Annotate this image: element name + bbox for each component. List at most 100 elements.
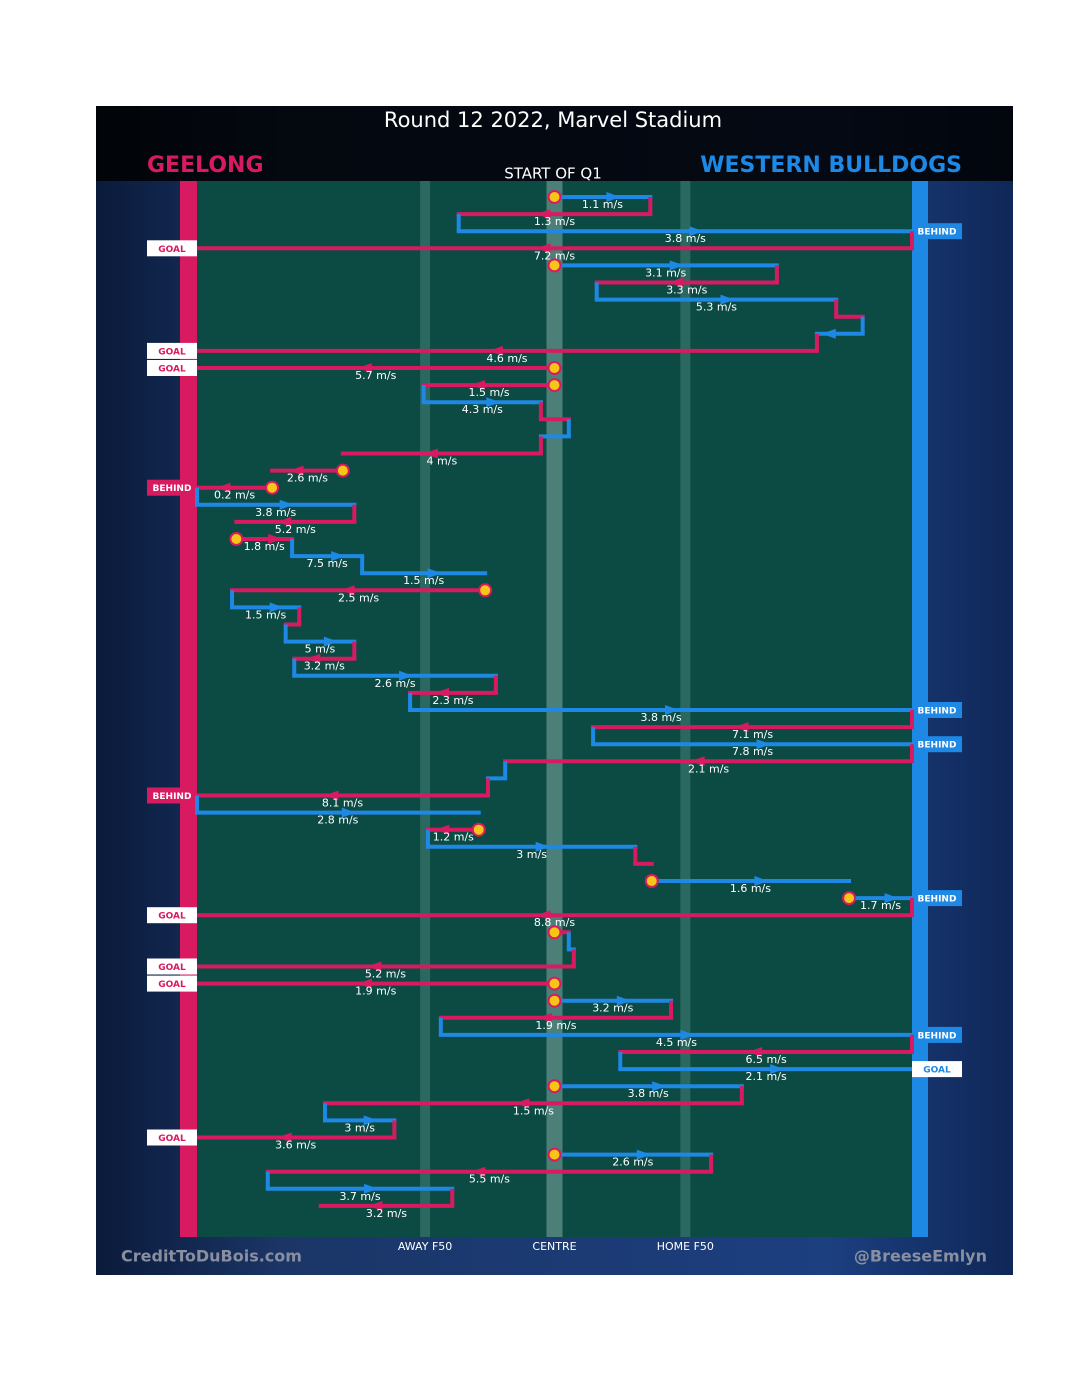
subtitle: START OF Q1: [504, 165, 602, 183]
stoppage: [547, 378, 562, 393]
arrow: [884, 893, 899, 904]
speed-label: 3.2 m/s: [304, 660, 345, 673]
speed-label: 2.6 m/s: [287, 472, 328, 485]
result-label: BEHIND: [153, 484, 192, 494]
result-box: [147, 958, 197, 975]
result-label: BEHIND: [153, 792, 192, 802]
arrow: [754, 876, 769, 886]
result-box: [147, 240, 197, 257]
stoppage: [478, 583, 493, 598]
speed-label: 1.2 m/s: [433, 831, 474, 844]
result-label: GOAL: [158, 912, 186, 922]
goal-post: [180, 181, 197, 1237]
arrow: [216, 482, 231, 493]
speed-label: 1.8 m/s: [244, 540, 285, 553]
speed-label: 2.8 m/s: [317, 814, 358, 827]
arrow: [341, 807, 356, 818]
arrow: [690, 756, 705, 767]
speed-label: 1.5 m/s: [468, 386, 509, 399]
arrow: [306, 653, 321, 664]
speed-label: 6.5 m/s: [746, 1053, 787, 1066]
result-label: BEHIND: [918, 1031, 957, 1041]
speed-label: 4.5 m/s: [656, 1036, 697, 1049]
result-box: [147, 360, 197, 376]
result-label: BEHIND: [918, 741, 957, 751]
speed-label: 3.8 m/s: [628, 1087, 669, 1100]
arrow: [323, 636, 338, 647]
result-label: GOAL: [158, 245, 186, 255]
credit: @BreeseEmlyn: [854, 1247, 987, 1266]
speed-label: 2.6 m/s: [612, 1156, 653, 1169]
speed-label: 4 m/s: [427, 455, 458, 468]
arrow: [734, 722, 749, 733]
speed-label: 3.8 m/s: [640, 711, 681, 724]
speed-label: 3.8 m/s: [665, 232, 706, 245]
arrow: [680, 1029, 695, 1040]
team-name: GEELONG: [147, 153, 264, 178]
stoppage: [547, 1147, 562, 1162]
arrow: [268, 534, 283, 544]
credit: CreditToDuBois.com: [121, 1247, 302, 1266]
x-tick-label: AWAY F50: [398, 1240, 452, 1253]
stoppage: [229, 532, 244, 546]
arrow: [770, 1064, 785, 1075]
x-tick-label: HOME F50: [657, 1240, 714, 1253]
speed-label: 3.8 m/s: [255, 506, 296, 519]
result-label: GOAL: [158, 347, 186, 357]
speed-label: 5 m/s: [305, 643, 336, 656]
arrow: [279, 499, 294, 510]
header-band: [96, 106, 1013, 181]
arrow: [324, 790, 339, 801]
result-box: [912, 1061, 962, 1078]
stoppage: [547, 1079, 562, 1094]
speed-label: 3.1 m/s: [645, 266, 686, 279]
speed-label: 5.2 m/s: [365, 968, 406, 981]
result-box: [912, 736, 962, 753]
result-label: BEHIND: [918, 228, 957, 238]
speed-label: 1.3 m/s: [534, 215, 575, 228]
arrow: [427, 568, 442, 579]
result-label: GOAL: [923, 1066, 951, 1076]
arrow: [331, 551, 346, 562]
speed-label: 4.3 m/s: [462, 403, 503, 416]
arrow: [535, 841, 550, 852]
arrow: [821, 328, 836, 339]
speed-label: 2.1 m/s: [746, 1070, 787, 1083]
result-label: BEHIND: [918, 707, 957, 717]
arrow: [720, 294, 735, 305]
arrow: [423, 448, 438, 459]
arrow: [435, 824, 450, 835]
arrow: [357, 363, 372, 373]
speed-label: 1.9 m/s: [535, 1019, 576, 1032]
arrow: [515, 1098, 530, 1109]
x-tick-label: CENTRE: [532, 1240, 576, 1253]
arrow: [748, 1047, 763, 1057]
speed-label: 8.8 m/s: [534, 916, 575, 929]
speed-label: 2.5 m/s: [338, 591, 379, 604]
stoppage: [547, 993, 562, 1008]
plot: AWAY F50 CENTRE HOME F50 1.1 m/s 1.3 m/s 3.8 …: [147, 181, 962, 1253]
team-name: WESTERN BULLDOGS: [700, 153, 962, 178]
stoppage: [265, 480, 280, 495]
result-box: [912, 702, 962, 718]
speed-label: 5.5 m/s: [469, 1173, 510, 1186]
arrow: [364, 1183, 379, 1194]
speed-label: 2.6 m/s: [374, 677, 415, 690]
speed-label: 0.2 m/s: [214, 489, 255, 502]
arrow: [665, 705, 680, 715]
arrow: [486, 397, 501, 408]
speed-label: 5.2 m/s: [275, 523, 316, 536]
arrow: [269, 602, 284, 613]
speed-label: 7.8 m/s: [732, 745, 773, 758]
speed-label: 1.5 m/s: [245, 608, 286, 621]
stoppage: [471, 822, 486, 837]
arrow: [277, 1132, 292, 1143]
speed-label: 1.1 m/s: [582, 198, 623, 211]
speed-label: 1.6 m/s: [730, 882, 771, 895]
result-box: [147, 479, 197, 496]
arrow: [367, 961, 382, 972]
arrow: [363, 1115, 378, 1126]
stoppage: [547, 361, 562, 375]
arrow: [536, 910, 551, 921]
